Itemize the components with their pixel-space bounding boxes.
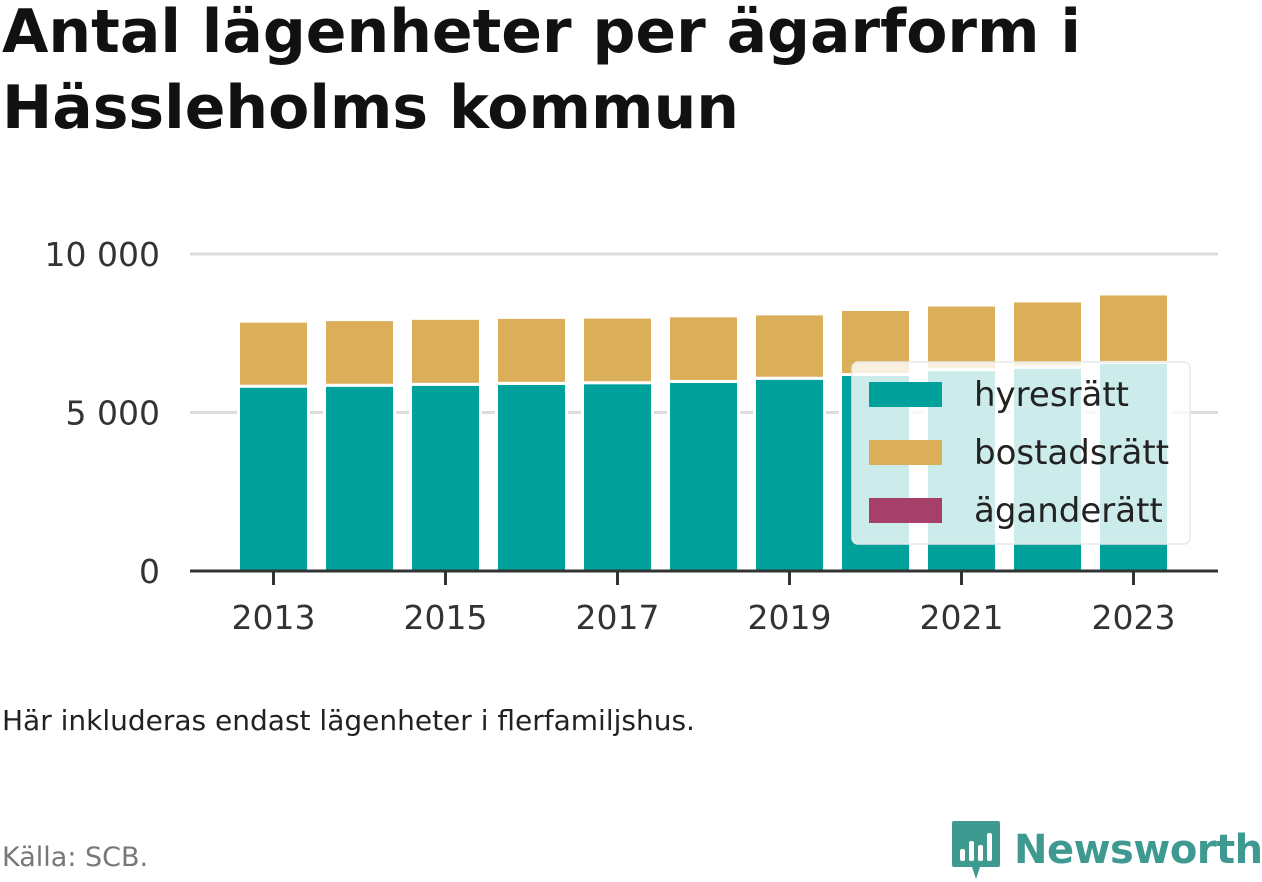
x-tick-label: 2017 bbox=[576, 598, 660, 637]
x-tick-label: 2021 bbox=[920, 598, 1004, 637]
legend-swatch bbox=[869, 498, 942, 523]
bar-segment bbox=[925, 303, 998, 372]
legend-label: hyresrätt bbox=[974, 375, 1129, 415]
y-tick-label: 10 000 bbox=[45, 235, 160, 274]
chart-note: Här inkluderas endast lägenheter i flerf… bbox=[2, 704, 695, 737]
bar-segment bbox=[237, 319, 310, 388]
bar-segment bbox=[1097, 292, 1170, 364]
legend-swatch bbox=[869, 440, 942, 465]
bar-segment bbox=[753, 312, 826, 380]
bar-segment bbox=[495, 315, 568, 385]
brand-name: Newsworthy bbox=[1014, 827, 1262, 873]
x-tick-label: 2019 bbox=[748, 598, 832, 637]
bar-segment bbox=[323, 383, 396, 573]
y-axis-labels: 0 5 000 10 000 bbox=[45, 235, 160, 591]
bar-segment bbox=[495, 381, 568, 573]
bar-segment bbox=[409, 382, 482, 573]
source-label: Källa: SCB. bbox=[2, 842, 149, 873]
x-tick-label: 2023 bbox=[1092, 598, 1176, 637]
x-tick-label: 2013 bbox=[232, 598, 316, 637]
bar-segment bbox=[323, 318, 396, 387]
x-tick-label: 2015 bbox=[404, 598, 488, 637]
legend-label: bostadsrätt bbox=[974, 433, 1169, 473]
y-tick-label: 0 bbox=[139, 552, 160, 591]
bar-segment bbox=[667, 379, 740, 573]
newsworthy-logo-icon bbox=[952, 821, 1000, 879]
bar-segment bbox=[1011, 299, 1084, 369]
bar-segment bbox=[753, 376, 826, 573]
brand-logo: Newsworthy bbox=[950, 818, 1262, 882]
bar-segment bbox=[237, 384, 310, 573]
chart-title: Antal lägenheter per ägarform i Hässleho… bbox=[2, 0, 1081, 143]
bar-segment bbox=[581, 381, 654, 573]
bar-segment bbox=[667, 314, 740, 383]
legend: hyresrätt bostadsrätt äganderätt bbox=[851, 361, 1191, 545]
y-tick-label: 5 000 bbox=[66, 394, 160, 433]
legend-swatch bbox=[869, 382, 942, 407]
stacked-bar-chart: 0 5 000 10 000 2013 2015 2017 2019 2021 2023 hy… bbox=[45, 235, 1218, 637]
bar-segment bbox=[581, 315, 654, 385]
bar-segment bbox=[409, 316, 482, 386]
legend-label: äganderätt bbox=[974, 491, 1163, 531]
x-axis-labels: 2013 2015 2017 2019 2021 2023 bbox=[232, 571, 1176, 637]
